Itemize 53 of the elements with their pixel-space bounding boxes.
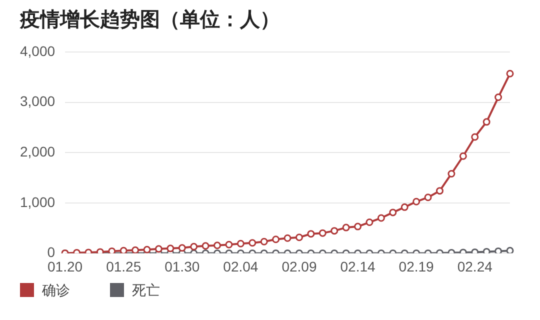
- point: [260, 238, 268, 246]
- point: [448, 170, 456, 178]
- x-tick-label: 02.19: [398, 258, 434, 274]
- chart-title: 疫情增长趋势图（单位：人）: [18, 6, 281, 32]
- x-tick-label: 01.25: [106, 258, 142, 274]
- point: [506, 246, 514, 254]
- point: [178, 244, 186, 252]
- point: [377, 214, 385, 222]
- point: [284, 234, 292, 242]
- y-tick-label: 0: [47, 244, 56, 260]
- x-tick-label: 02.04: [223, 258, 258, 274]
- point: [248, 239, 256, 247]
- point: [354, 222, 362, 230]
- point: [225, 240, 233, 248]
- point: [436, 187, 444, 195]
- point: [494, 247, 502, 254]
- point: [389, 208, 397, 216]
- point: [214, 242, 222, 250]
- point: [471, 133, 479, 141]
- legend-label: 确诊: [41, 282, 70, 300]
- y-tick-label: 1,000: [20, 194, 56, 210]
- point: [272, 236, 280, 244]
- point: [400, 203, 408, 211]
- x-tick-label: 02.24: [457, 258, 493, 274]
- x-tick-label: 01.20: [48, 258, 83, 274]
- point: [494, 94, 502, 102]
- point: [482, 118, 490, 126]
- point: [166, 244, 174, 252]
- x-tick-label: 02.09: [282, 258, 317, 274]
- y-tick-label: 3,000: [20, 93, 56, 110]
- point: [154, 245, 162, 253]
- point: [307, 230, 315, 238]
- point: [236, 240, 244, 248]
- x-tick-label: 02.14: [340, 258, 376, 274]
- legend-label: 死亡: [131, 282, 160, 300]
- point: [202, 242, 210, 250]
- point: [482, 248, 490, 254]
- point: [424, 194, 432, 202]
- point: [342, 224, 350, 232]
- point: [459, 152, 467, 160]
- point: [132, 246, 140, 254]
- y-tick-label: 2,000: [20, 143, 56, 160]
- y-tick-label: 4,000: [20, 42, 56, 59]
- point: [295, 234, 303, 242]
- x-tick-label: 01.30: [164, 258, 200, 274]
- point: [120, 246, 128, 254]
- point: [143, 246, 151, 254]
- point: [366, 218, 374, 226]
- point: [190, 242, 198, 250]
- point: [318, 229, 326, 237]
- point: [412, 198, 420, 206]
- point: [330, 227, 338, 235]
- point: [506, 70, 514, 78]
